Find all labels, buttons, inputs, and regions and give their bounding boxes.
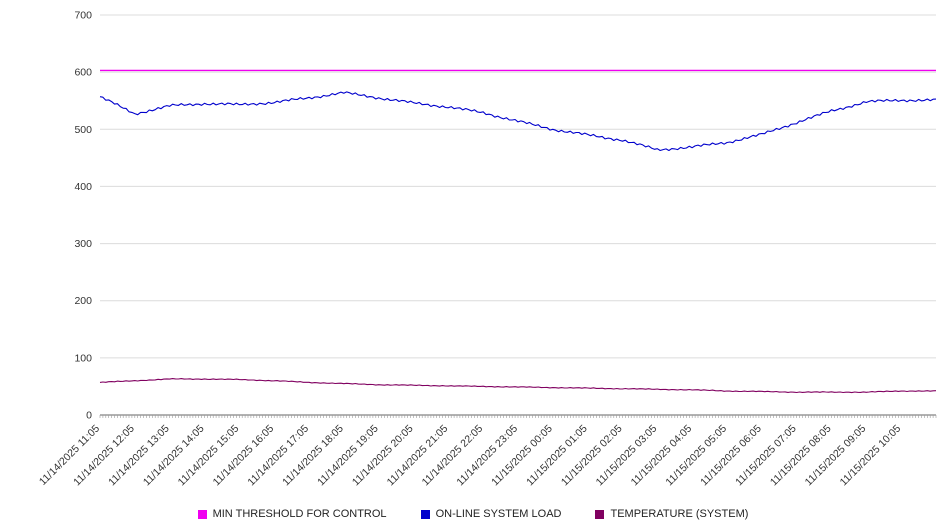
x-tick-label: 11/15/2025 03:05 bbox=[594, 423, 660, 489]
x-tick-label: 11/14/2025 18:05 bbox=[280, 423, 346, 489]
x-tick-label: 11/15/2025 01:05 bbox=[524, 423, 590, 489]
x-axis-ticks bbox=[99, 415, 937, 418]
x-tick-label: 11/14/2025 12:05 bbox=[71, 423, 137, 489]
x-tick-label: 11/15/2025 00:05 bbox=[489, 423, 555, 489]
x-tick-label: 11/14/2025 19:05 bbox=[315, 423, 381, 489]
y-tick-label: 200 bbox=[74, 295, 92, 307]
gridlines bbox=[100, 14, 936, 416]
x-tick-label: 11/15/2025 05:05 bbox=[663, 423, 729, 489]
x-tick-label: 11/14/2025 22:05 bbox=[420, 423, 486, 489]
x-tick-label: 11/15/2025 10:05 bbox=[838, 423, 904, 489]
y-tick-label: 0 bbox=[86, 410, 92, 422]
x-tick-label: 11/14/2025 20:05 bbox=[350, 423, 416, 489]
legend-item-min-threshold[interactable]: MIN THRESHOLD FOR CONTROL bbox=[197, 508, 387, 520]
x-tick-label: 11/14/2025 17:05 bbox=[245, 423, 311, 489]
x-tick-label: 11/15/2025 02:05 bbox=[559, 423, 625, 489]
x-tick-label: 11/15/2025 06:05 bbox=[698, 423, 764, 489]
x-tick-label: 11/15/2025 07:05 bbox=[733, 423, 799, 489]
x-tick-label: 11/14/2025 14:05 bbox=[141, 423, 207, 489]
legend-item-online-system-load[interactable]: ON-LINE SYSTEM LOAD bbox=[420, 508, 562, 520]
y-tick-label: 600 bbox=[74, 67, 92, 79]
x-tick-label: 11/14/2025 11:05 bbox=[37, 423, 102, 488]
x-tick-label: 11/14/2025 21:05 bbox=[385, 423, 451, 489]
x-tick-label: 11/14/2025 15:05 bbox=[176, 423, 242, 489]
legend-swatch-min-threshold bbox=[197, 509, 207, 519]
legend-label-min-threshold: MIN THRESHOLD FOR CONTROL bbox=[212, 508, 387, 520]
x-tick-label: 11/15/2025 04:05 bbox=[629, 423, 695, 489]
chart-legend: MIN THRESHOLD FOR CONTROL ON-LINE SYSTEM… bbox=[0, 508, 946, 520]
series-line-temperature-system- bbox=[99, 378, 937, 394]
x-tick-label: 11/14/2025 13:05 bbox=[106, 423, 172, 489]
y-tick-label: 500 bbox=[74, 124, 92, 136]
legend-label-online-system-load: ON-LINE SYSTEM LOAD bbox=[435, 508, 562, 520]
legend-item-temperature-system[interactable]: TEMPERATURE (SYSTEM) bbox=[595, 508, 748, 520]
y-tick-label: 400 bbox=[74, 181, 92, 193]
x-tick-label: 11/14/2025 23:05 bbox=[454, 423, 520, 489]
y-tick-label: 300 bbox=[74, 238, 92, 250]
x-tick-label: 11/15/2025 08:05 bbox=[768, 423, 834, 489]
legend-label-temperature-system: TEMPERATURE (SYSTEM) bbox=[610, 508, 749, 520]
y-tick-label: 700 bbox=[74, 10, 92, 22]
legend-swatch-online-system-load bbox=[420, 509, 430, 519]
y-axis-labels: 0 100 200 300 400 500 600 700 bbox=[74, 10, 92, 422]
y-tick-label: 100 bbox=[74, 352, 92, 364]
series-line-on-line-system-load bbox=[99, 91, 937, 152]
x-tick-label: 11/15/2025 09:05 bbox=[803, 423, 869, 489]
legend-swatch-temperature-system bbox=[595, 509, 605, 519]
x-tick-label: 11/14/2025 16:05 bbox=[211, 423, 277, 489]
